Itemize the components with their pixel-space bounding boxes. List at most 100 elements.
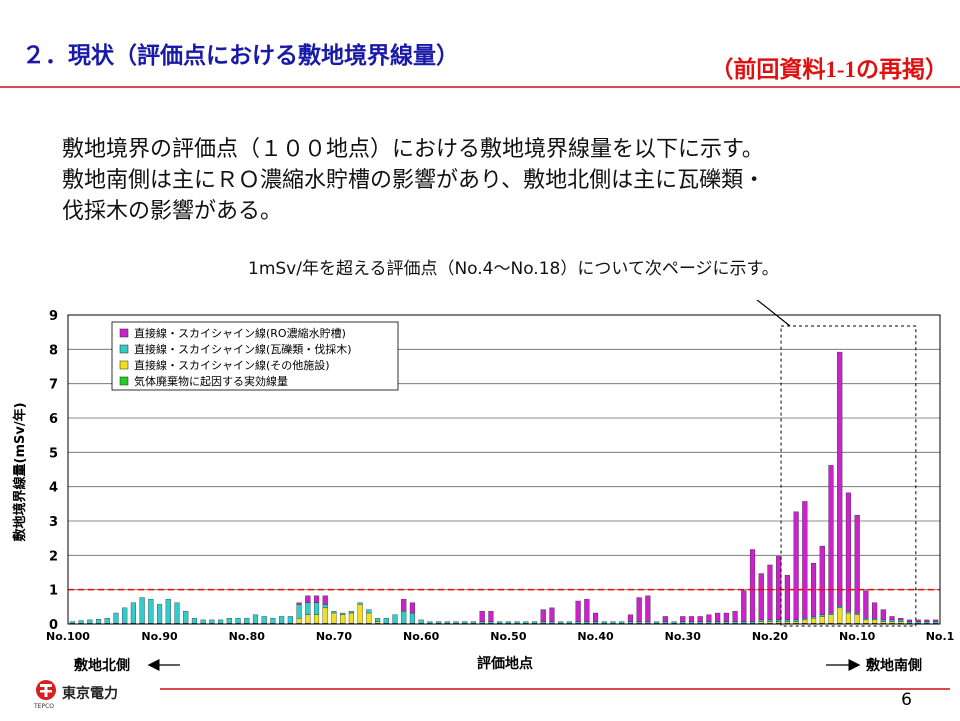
bar-segment — [296, 617, 302, 624]
slide-title: ２．現状（評価点における敷地境界線量） — [22, 43, 459, 69]
bar-segment — [767, 619, 773, 622]
bar-segment — [723, 621, 729, 624]
bar-segment — [810, 617, 817, 624]
bar-segment — [392, 614, 398, 624]
bar-segment — [880, 621, 886, 624]
bar-segment — [636, 597, 642, 622]
legend-box — [111, 321, 399, 391]
x-axis-ticks: No.100 No.90 No.80 No.70 No.60 No.50 No.40 No.3… — [46, 630, 954, 643]
bar-segment — [209, 619, 215, 624]
bar-segment — [845, 611, 852, 614]
bar-segment — [383, 617, 389, 624]
legend-swatch — [119, 328, 129, 338]
bar-segment — [837, 351, 843, 607]
bar-segment — [575, 600, 581, 622]
legend-swatch — [119, 344, 129, 354]
bar-segment — [863, 619, 869, 624]
bar-segment — [174, 602, 180, 624]
bar-segment — [732, 621, 738, 624]
bar-segment — [828, 465, 834, 614]
bar-segment — [872, 602, 878, 619]
bar-segment — [671, 621, 677, 624]
bar-segment — [488, 611, 494, 622]
bar-segment — [933, 621, 939, 624]
y-tick-label: 3 — [49, 515, 58, 530]
bar-segment — [645, 595, 651, 622]
company-sub: TEPCO — [34, 703, 54, 710]
bar-segment — [549, 621, 555, 624]
bar-segment — [165, 599, 171, 624]
bar-segment — [462, 621, 468, 624]
bar-segment — [854, 612, 860, 615]
bar-segment — [540, 609, 546, 622]
bar-segment — [331, 611, 337, 614]
header-divider — [0, 86, 960, 88]
footer-divider — [160, 688, 950, 690]
bar-segment — [322, 604, 328, 609]
bar-segment — [610, 621, 616, 624]
y-tick-label: 9 — [49, 309, 58, 324]
bar-segment — [183, 611, 189, 624]
bar-segment — [854, 514, 860, 614]
legend-swatch — [119, 376, 129, 386]
bar-segment — [793, 511, 799, 621]
x-tick-label: No.90 — [141, 630, 178, 643]
bar-segment — [270, 617, 276, 624]
bar-segment — [915, 621, 921, 624]
bar-segment — [767, 621, 773, 624]
bar-segment — [540, 621, 546, 624]
bar-segment — [837, 607, 843, 624]
bar-segment — [322, 595, 328, 605]
bar-segment — [880, 619, 886, 622]
bar-segment — [654, 621, 660, 624]
bar-segment — [828, 612, 834, 615]
bar-segment — [697, 621, 703, 624]
x-tick-label: No.80 — [229, 630, 266, 643]
bar-segment — [488, 621, 494, 624]
bar-segment — [130, 602, 136, 624]
chart-legend: 直接線・スカイシャイン線(RO濃縮水貯槽) 直接線・スカイシャイン線(瓦礫類・伐採… — [111, 321, 399, 391]
bar-segment — [148, 599, 154, 624]
bar-segment — [366, 609, 372, 614]
bar-segment — [802, 501, 808, 619]
bar-segment — [845, 492, 852, 612]
tepco-logo-icon — [36, 680, 56, 700]
bar-segment — [305, 614, 311, 624]
bar-segment — [758, 619, 764, 622]
bar-segment — [802, 617, 808, 621]
bar-segment — [872, 617, 878, 621]
x-tick-label: No.40 — [577, 630, 614, 643]
y-tick-label: 7 — [49, 378, 58, 393]
bar-segment — [601, 621, 607, 624]
bar-segment — [680, 616, 686, 622]
y-tick-label: 6 — [49, 412, 58, 427]
legend-label: 直接線・スカイシャイン線(その他施設) — [134, 358, 330, 372]
bar-segment — [810, 616, 817, 619]
bar-segment — [252, 614, 259, 624]
company-name: 東京電力 — [62, 686, 118, 702]
bar-segment — [313, 614, 320, 624]
bar-segment — [898, 621, 904, 624]
bar-segment — [619, 621, 625, 624]
x-tick-label: No.20 — [752, 630, 789, 643]
bar-segment — [898, 619, 904, 622]
bar-segment — [662, 621, 668, 624]
bar-segment — [340, 612, 346, 615]
bar-segment — [566, 621, 572, 624]
bar-segment — [784, 575, 790, 621]
legend-label: 直接線・スカイシャイン線(RO濃縮水貯槽) — [134, 326, 346, 340]
bar-segment — [776, 556, 782, 621]
bar-segment — [819, 614, 825, 617]
bar-segment — [749, 621, 756, 624]
bar-segment — [427, 621, 433, 624]
bar-segment — [767, 564, 773, 621]
bar-segment — [706, 621, 712, 624]
bar-segment — [584, 599, 590, 622]
bar-segment — [340, 614, 346, 624]
bar-segment — [880, 609, 886, 621]
bar-segment — [436, 621, 442, 624]
bar-segment — [95, 619, 102, 624]
bar-segment — [244, 617, 250, 624]
bar-segment — [296, 604, 302, 619]
